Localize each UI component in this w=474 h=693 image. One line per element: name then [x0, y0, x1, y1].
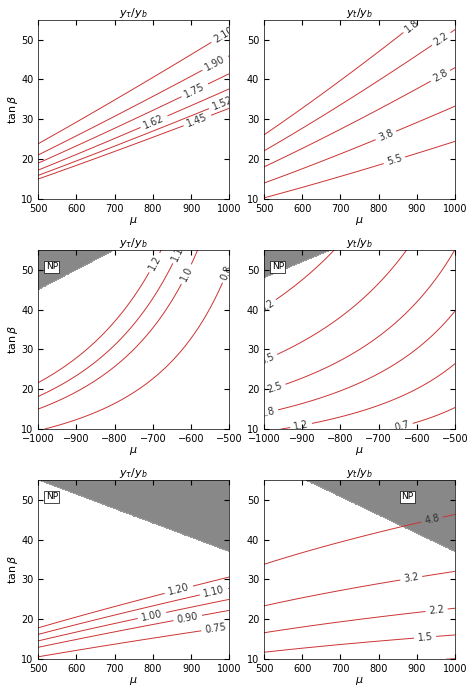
Title: $y_\tau/y_b$: $y_\tau/y_b$: [119, 236, 148, 249]
Text: 2.2: 2.2: [432, 30, 450, 47]
Text: 3.2: 3.2: [403, 572, 419, 584]
Text: 2.5: 2.5: [266, 380, 284, 395]
Text: 1.2: 1.2: [146, 254, 163, 272]
Y-axis label: $\tan\beta$: $\tan\beta$: [6, 95, 19, 124]
Text: 1.8: 1.8: [403, 17, 421, 35]
Text: 0.8: 0.8: [219, 263, 234, 281]
Text: NP: NP: [46, 263, 58, 272]
Title: $y_t/y_b$: $y_t/y_b$: [346, 236, 373, 249]
Title: $y_\tau/y_b$: $y_\tau/y_b$: [119, 6, 148, 19]
Text: 2.2: 2.2: [428, 604, 445, 616]
Text: 1.75: 1.75: [183, 81, 207, 100]
X-axis label: $\mu$: $\mu$: [129, 216, 138, 227]
Title: $y_t/y_b$: $y_t/y_b$: [346, 466, 373, 480]
X-axis label: $\mu$: $\mu$: [355, 446, 364, 457]
Text: 2.10: 2.10: [212, 25, 236, 44]
Text: 1.52: 1.52: [210, 94, 235, 112]
Title: $y_\tau/y_b$: $y_\tau/y_b$: [119, 466, 148, 480]
Text: 0.7: 0.7: [393, 419, 411, 433]
Text: 1.10: 1.10: [202, 584, 226, 599]
X-axis label: $\mu$: $\mu$: [129, 446, 138, 457]
Text: 1.1: 1.1: [170, 245, 185, 263]
Text: 1.45: 1.45: [185, 112, 209, 129]
Text: 4.8: 4.8: [424, 513, 441, 526]
Text: 5.5: 5.5: [385, 153, 403, 167]
Text: NP: NP: [272, 263, 284, 272]
Y-axis label: $\tan\beta$: $\tan\beta$: [6, 555, 19, 584]
Text: 2.8: 2.8: [431, 68, 449, 84]
Text: 5.2: 5.2: [257, 297, 276, 314]
Text: 1.8: 1.8: [259, 406, 276, 419]
X-axis label: $\mu$: $\mu$: [355, 676, 364, 687]
Text: 1.00: 1.00: [140, 608, 164, 622]
Text: 1.0: 1.0: [179, 265, 194, 283]
Text: 3.5: 3.5: [258, 351, 276, 367]
Text: 0.90: 0.90: [176, 611, 199, 625]
Text: 0.75: 0.75: [204, 622, 228, 635]
X-axis label: $\mu$: $\mu$: [129, 676, 138, 687]
Text: 1.62: 1.62: [142, 113, 166, 130]
Text: 1.5: 1.5: [417, 631, 433, 643]
Text: 1.20: 1.20: [167, 582, 191, 597]
Text: 1.90: 1.90: [203, 54, 227, 73]
Y-axis label: $\tan\beta$: $\tan\beta$: [6, 325, 19, 354]
Text: 1.2: 1.2: [292, 419, 310, 432]
Text: NP: NP: [401, 493, 414, 502]
Text: 3.8: 3.8: [377, 128, 395, 143]
Text: NP: NP: [46, 493, 58, 502]
X-axis label: $\mu$: $\mu$: [355, 216, 364, 227]
Title: $y_t/y_b$: $y_t/y_b$: [346, 6, 373, 19]
